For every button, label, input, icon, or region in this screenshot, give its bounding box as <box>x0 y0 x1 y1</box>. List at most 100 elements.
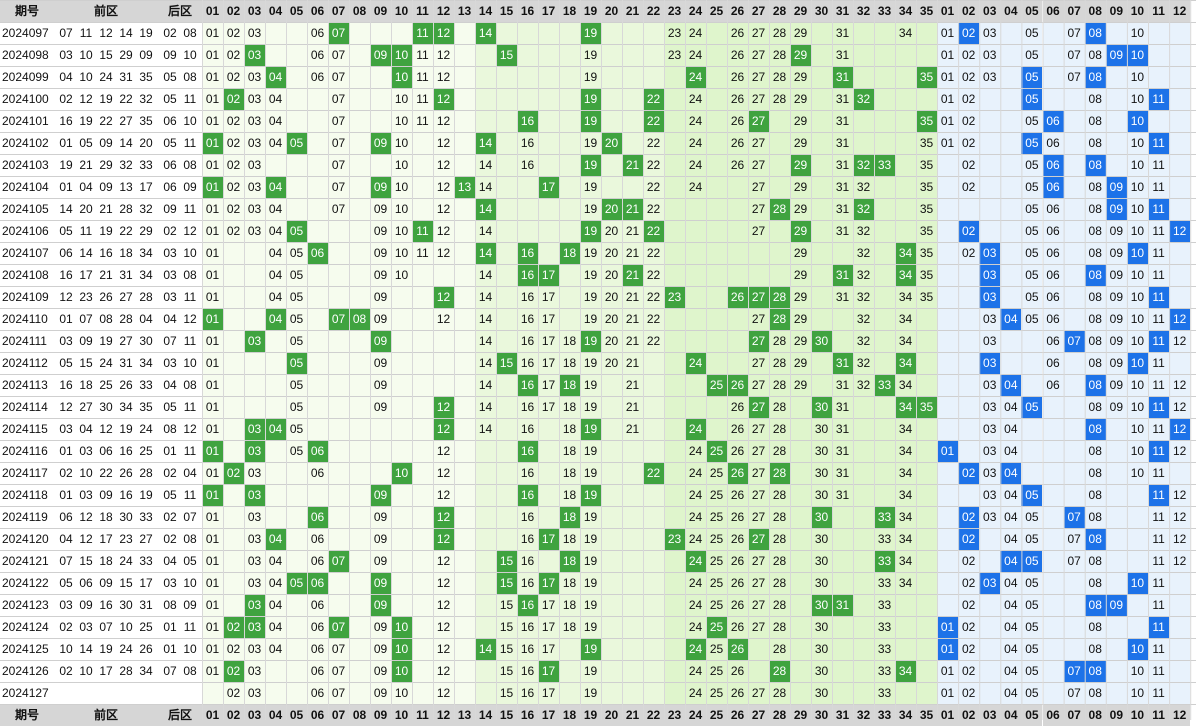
front-trend-cell: 28 <box>769 682 790 704</box>
front-trend-cell <box>475 594 496 616</box>
front-draw-number: 27 <box>119 334 133 348</box>
front-trend-cell <box>412 506 433 528</box>
header-front-col: 34 <box>895 0 916 22</box>
front-trend-cell <box>601 484 622 506</box>
footer-front-col: 30 <box>811 704 832 726</box>
back-draw-number: 11 <box>183 136 197 150</box>
front-trend-cell: 21 <box>622 396 643 418</box>
front-trend-cell <box>790 572 811 594</box>
front-trend-cell: 07 <box>328 88 349 110</box>
back-hit-cell: 10 <box>1126 242 1148 264</box>
back-trend-cell <box>1063 594 1085 616</box>
front-trend-cell <box>454 374 475 396</box>
front-trend-cell <box>643 44 664 66</box>
front-trend-cell <box>664 66 685 88</box>
front-draw-number: 31 <box>119 70 133 84</box>
front-trend-cell <box>559 286 580 308</box>
front-trend-cell <box>811 286 832 308</box>
back-trend-cell: 02 <box>958 110 980 132</box>
front-trend-cell: 19 <box>580 176 601 198</box>
back-trend-cell <box>937 308 959 330</box>
front-trend-cell <box>895 176 916 198</box>
front-trend-cell <box>790 418 811 440</box>
front-trend-cell <box>496 396 517 418</box>
back-hit-cell: 08 <box>1084 660 1106 682</box>
front-draw-number: 01 <box>59 444 73 458</box>
front-trend-cell: 12 <box>433 308 454 330</box>
front-trend-cell <box>307 418 328 440</box>
front-trend-cell <box>412 330 433 352</box>
header-front-col: 17 <box>538 0 559 22</box>
front-hit-cell: 30 <box>811 396 832 418</box>
front-trend-cell <box>832 330 853 352</box>
front-hit-cell: 08 <box>349 308 370 330</box>
front-hit-cell: 12 <box>433 418 454 440</box>
front-trend-cell <box>664 396 685 418</box>
front-trend-cell <box>916 330 937 352</box>
front-trend-cell <box>895 44 916 66</box>
front-trend-cell: 10 <box>391 220 412 242</box>
front-trend-cell <box>622 462 643 484</box>
front-draw-number: 16 <box>119 488 133 502</box>
front-trend-cell <box>664 264 685 286</box>
footer-front-col: 18 <box>559 704 580 726</box>
front-hit-cell: 16 <box>517 594 538 616</box>
front-trend-cell <box>307 176 328 198</box>
front-draw-number: 35 <box>139 400 153 414</box>
front-hit-cell: 33 <box>874 550 895 572</box>
front-trend-cell <box>475 484 496 506</box>
header-front-col: 25 <box>706 0 727 22</box>
front-draw-number: 12 <box>99 422 113 436</box>
front-trend-cell <box>454 330 475 352</box>
front-hit-cell: 33 <box>874 154 895 176</box>
front-trend-cell <box>664 88 685 110</box>
back-trend-cell <box>1042 682 1064 704</box>
front-trend-cell <box>349 44 370 66</box>
front-trend-cell: 35 <box>916 220 937 242</box>
front-trend-cell <box>727 308 748 330</box>
back-trend-cell <box>1105 550 1127 572</box>
back-hit-cell: 04 <box>1000 374 1022 396</box>
front-trend-cell <box>412 286 433 308</box>
front-trend-cell: 06 <box>307 550 328 572</box>
back-trend-cell: 12 <box>1169 374 1191 396</box>
back-trend-cell <box>958 308 980 330</box>
back-hit-cell: 07 <box>1063 506 1085 528</box>
front-trend-cell: 03 <box>244 110 265 132</box>
front-trend-cell: 09 <box>370 286 391 308</box>
front-trend-cell: 24 <box>685 572 706 594</box>
front-trend-cell: 07 <box>328 44 349 66</box>
header-front-col: 24 <box>685 0 706 22</box>
back-trend-cell: 10 <box>1126 286 1148 308</box>
front-hit-cell: 06 <box>307 440 328 462</box>
front-trend-cell <box>706 418 727 440</box>
back-trend-cell: 02 <box>958 66 980 88</box>
front-draw-number: 14 <box>79 246 93 260</box>
front-trend-cell: 29 <box>790 308 811 330</box>
front-trend-cell <box>853 528 874 550</box>
front-trend-cell: 16 <box>517 528 538 550</box>
front-trend-cell <box>559 110 580 132</box>
front-hit-cell: 24 <box>685 66 706 88</box>
back-trend-cell: 08 <box>1084 550 1106 572</box>
front-trend-cell <box>265 396 286 418</box>
front-trend-cell: 24 <box>685 22 706 44</box>
back-trend-cell <box>937 572 959 594</box>
front-draw-number: 19 <box>119 422 133 436</box>
front-trend-cell: 05 <box>286 286 307 308</box>
front-trend-cell <box>853 44 874 66</box>
front-trend-cell: 15 <box>496 682 517 704</box>
back-hit-cell: 07 <box>1063 660 1085 682</box>
front-trend-cell <box>706 220 727 242</box>
back-trend-cell <box>1000 176 1022 198</box>
front-trend-cell <box>517 176 538 198</box>
front-hit-cell: 22 <box>643 88 664 110</box>
front-trend-cell <box>601 594 622 616</box>
footer-front-col: 12 <box>433 704 454 726</box>
front-hit-cell: 14 <box>475 198 496 220</box>
front-trend-cell <box>643 66 664 88</box>
front-trend-cell: 18 <box>559 440 580 462</box>
front-hit-cell: 19 <box>580 484 601 506</box>
front-trend-cell <box>559 220 580 242</box>
front-draw-number: 12 <box>59 400 73 414</box>
